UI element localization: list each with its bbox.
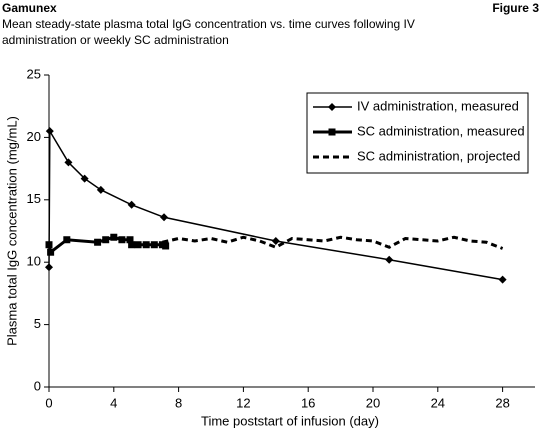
x-tick-label: 24 — [431, 395, 445, 410]
x-tick-label: 0 — [45, 395, 52, 410]
diamond-marker — [385, 255, 394, 264]
diamond-marker — [127, 200, 136, 209]
square-marker — [45, 241, 53, 249]
diamond-marker — [80, 174, 89, 183]
square-marker — [134, 241, 142, 249]
square-marker — [63, 236, 71, 244]
x-tick-label: 12 — [236, 395, 250, 410]
series-line — [48, 128, 503, 281]
x-tick-label: 28 — [495, 395, 509, 410]
legend-label: SC administration, measured — [357, 123, 525, 138]
series-line — [162, 235, 504, 250]
diamond-marker — [45, 263, 53, 272]
square-marker — [126, 236, 134, 244]
y-tick-label: 0 — [34, 378, 41, 393]
y-tick-label: 20 — [27, 129, 41, 144]
y-axis-title: Plasma total IgG concentration (mg/mL) — [4, 116, 19, 346]
diamond-marker — [328, 103, 336, 111]
y-tick-label: 5 — [34, 316, 41, 331]
square-marker — [128, 241, 136, 249]
square-marker — [110, 233, 118, 241]
x-tick-label: 8 — [175, 395, 182, 410]
diamond-marker — [45, 127, 54, 136]
y-tick-label: 25 — [27, 66, 41, 81]
square-marker — [47, 248, 55, 256]
title: Gamunex — [2, 1, 57, 15]
square-marker — [150, 241, 158, 249]
y-tick-label: 10 — [27, 254, 41, 269]
square-marker — [142, 241, 150, 249]
legend-label: SC administration, projected — [357, 148, 520, 163]
x-tick-label: 4 — [110, 395, 117, 410]
square-marker — [102, 236, 110, 244]
y-tick-label: 15 — [27, 191, 41, 206]
x-axis-title: Time poststart of infusion (day) — [201, 413, 379, 428]
diamond-marker — [498, 275, 507, 284]
figure-label: Figure 3 — [492, 1, 539, 15]
x-tick-label: 20 — [366, 395, 380, 410]
diamond-marker — [160, 213, 169, 222]
square-marker — [118, 236, 126, 244]
diamond-marker — [96, 185, 105, 194]
square-marker — [162, 242, 170, 250]
square-marker — [328, 128, 336, 136]
x-tick-label: 16 — [301, 395, 315, 410]
square-marker — [94, 238, 102, 246]
subtitle-line: Mean steady-state plasma total IgG conce… — [2, 17, 415, 31]
diamond-marker — [64, 158, 73, 167]
subtitle-line: administration or weekly SC administrati… — [2, 33, 229, 47]
header: Gamunex Figure 3 Mean steady-state plasm… — [2, 0, 541, 48]
legend-label: IV administration, measured — [357, 98, 519, 113]
diamond-marker — [271, 236, 280, 245]
